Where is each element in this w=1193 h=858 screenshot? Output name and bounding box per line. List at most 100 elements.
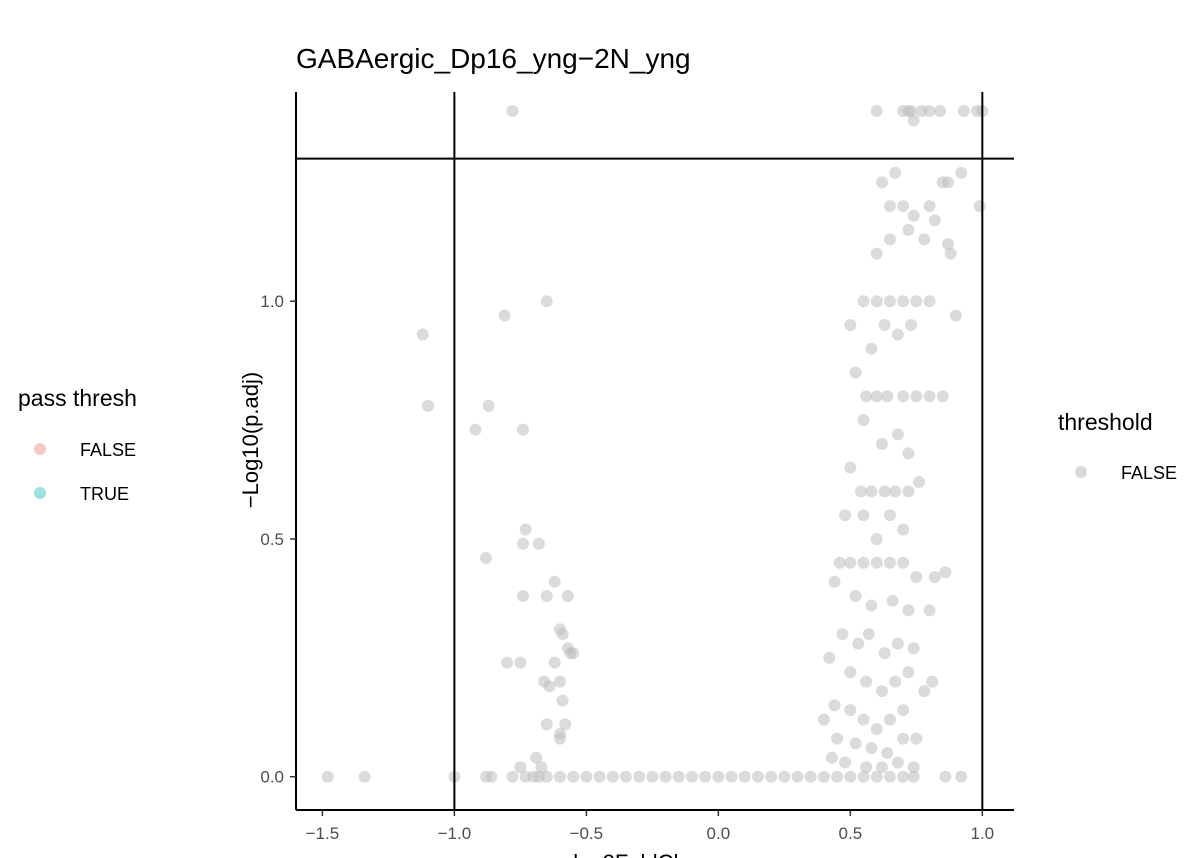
data-point	[844, 461, 857, 474]
data-point	[501, 656, 514, 669]
data-point	[580, 770, 593, 783]
data-point	[923, 295, 936, 308]
data-point	[469, 423, 482, 436]
data-point	[358, 770, 371, 783]
y-tick-label: 1.0	[260, 292, 284, 311]
data-point	[506, 770, 519, 783]
data-point	[530, 751, 543, 764]
data-point	[860, 390, 873, 403]
data-point	[876, 761, 889, 774]
data-point	[862, 628, 875, 641]
data-point	[685, 770, 698, 783]
data-point	[553, 675, 566, 688]
data-point	[910, 732, 923, 745]
data-point	[902, 223, 915, 236]
data-point	[870, 556, 883, 569]
data-point	[923, 390, 936, 403]
data-point	[849, 737, 862, 750]
data-point	[897, 556, 910, 569]
scatter-points	[321, 105, 989, 783]
data-point	[881, 746, 894, 759]
data-point	[865, 742, 878, 755]
data-point	[556, 694, 569, 707]
data-point	[606, 770, 619, 783]
data-point	[889, 166, 902, 179]
data-point	[860, 675, 873, 688]
y-axis-title: −Log10(p.adj)	[238, 372, 263, 508]
data-point	[883, 509, 896, 522]
legend-false-label: FALSE	[80, 440, 136, 460]
data-point	[852, 637, 865, 650]
data-point	[831, 732, 844, 745]
data-point	[514, 761, 527, 774]
legend-pass-thresh: pass thresh FALSE TRUE	[18, 385, 137, 504]
data-point	[672, 770, 685, 783]
data-point	[828, 575, 841, 588]
data-point	[944, 247, 957, 260]
data-point	[485, 770, 498, 783]
data-point	[833, 556, 846, 569]
x-tick-label: 0.0	[707, 824, 731, 843]
x-axis-title: log2FoldChange	[573, 850, 734, 858]
x-tick-label: 0.5	[839, 824, 863, 843]
data-point	[791, 770, 804, 783]
data-point	[870, 105, 883, 118]
axes	[290, 92, 1014, 816]
data-point	[823, 651, 836, 664]
data-point	[421, 399, 434, 412]
data-point	[897, 704, 910, 717]
data-point	[936, 390, 949, 403]
threshold-lines	[296, 92, 1014, 810]
data-point	[548, 656, 561, 669]
data-point	[905, 318, 918, 331]
data-point	[942, 176, 955, 189]
data-point	[844, 318, 857, 331]
data-point	[910, 571, 923, 584]
y-tick-label: 0.5	[260, 530, 284, 549]
data-point	[849, 590, 862, 603]
data-point	[878, 485, 891, 498]
data-point	[849, 366, 862, 379]
data-point	[889, 485, 902, 498]
data-point	[559, 718, 572, 731]
data-point	[844, 704, 857, 717]
data-point	[897, 295, 910, 308]
legend-threshold: threshold FALSE	[1058, 409, 1177, 483]
data-point	[543, 680, 556, 693]
data-point	[540, 590, 553, 603]
data-point	[561, 590, 574, 603]
data-point	[828, 699, 841, 712]
data-point	[865, 599, 878, 612]
data-point	[957, 105, 970, 118]
data-point	[926, 675, 939, 688]
data-point	[910, 295, 923, 308]
data-point	[912, 475, 925, 488]
data-point	[902, 485, 915, 498]
y-tick-label: 0.0	[260, 768, 284, 787]
data-point	[955, 166, 968, 179]
data-point	[857, 509, 870, 522]
data-point	[553, 770, 566, 783]
data-point	[517, 423, 530, 436]
data-point	[870, 390, 883, 403]
x-tick-label: −1.5	[306, 824, 340, 843]
data-point	[567, 647, 580, 660]
data-point	[891, 637, 904, 650]
data-point	[699, 770, 712, 783]
data-point	[659, 770, 672, 783]
legend-threshold-false-label: FALSE	[1121, 463, 1177, 483]
data-point	[857, 556, 870, 569]
x-tick-label: 1.0	[971, 824, 995, 843]
data-point	[817, 770, 830, 783]
data-point	[955, 770, 968, 783]
data-point	[844, 770, 857, 783]
data-point	[928, 214, 941, 227]
data-point	[870, 532, 883, 545]
data-point	[883, 556, 896, 569]
data-point	[923, 200, 936, 213]
data-point	[535, 761, 548, 774]
data-point	[928, 571, 941, 584]
data-point	[883, 200, 896, 213]
x-tick-label: −0.5	[570, 824, 604, 843]
